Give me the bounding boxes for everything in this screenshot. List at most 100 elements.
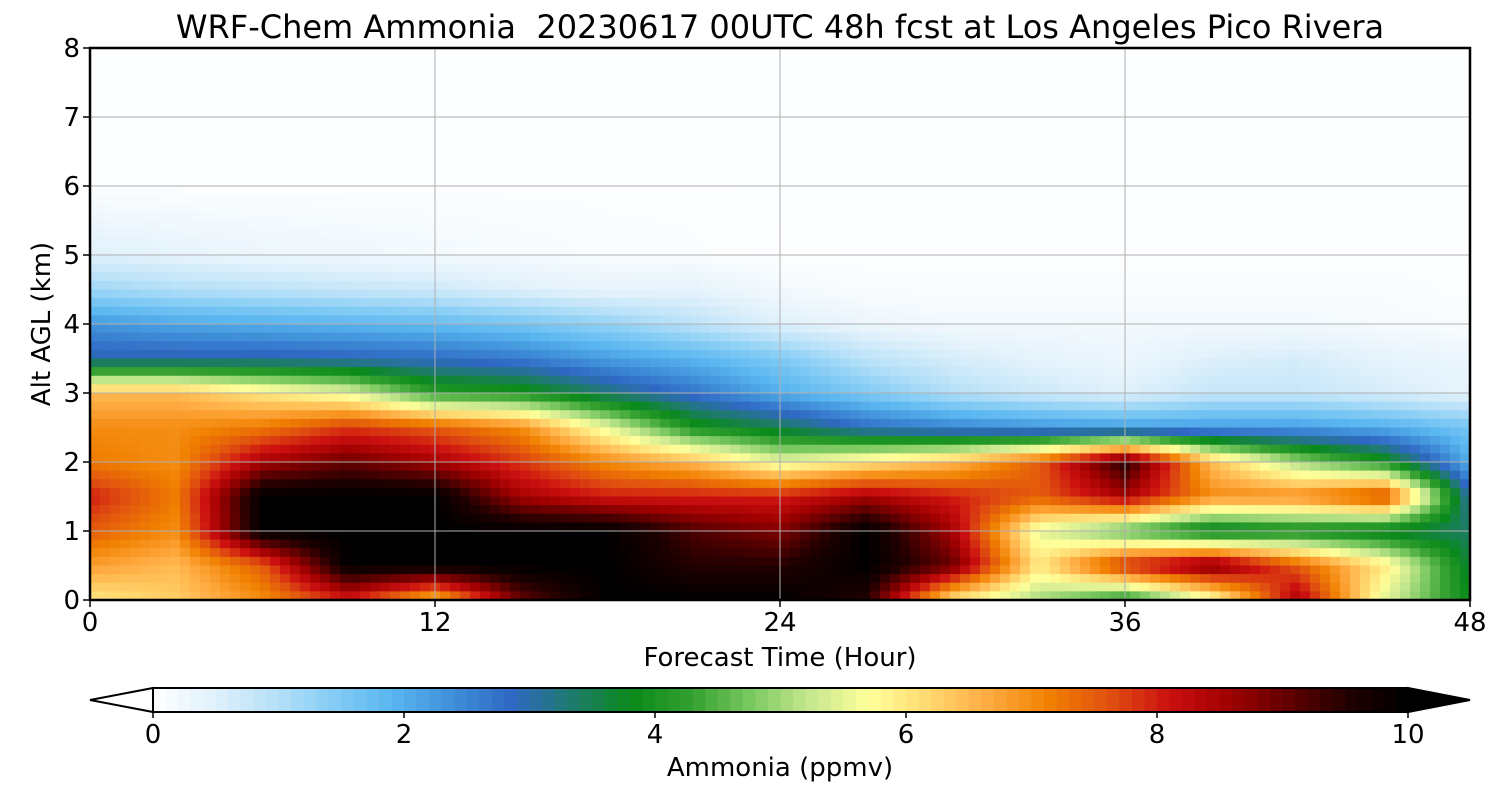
heat-cell	[980, 160, 991, 170]
heat-cell	[200, 289, 211, 299]
heat-cell	[760, 108, 771, 118]
heat-cell	[720, 272, 731, 282]
heat-cell	[400, 134, 411, 144]
heat-cell	[1460, 272, 1470, 282]
heat-cell	[90, 220, 101, 230]
heat-cell	[670, 237, 681, 247]
heat-cell	[700, 160, 711, 170]
heat-cell	[580, 324, 591, 334]
heat-cell	[780, 82, 791, 92]
heat-cell	[480, 220, 491, 230]
heat-cell	[790, 324, 801, 334]
heat-cell	[1340, 298, 1351, 308]
heat-cell	[1010, 142, 1021, 153]
heat-cell	[120, 220, 131, 230]
heat-cell	[340, 91, 351, 101]
heat-cell	[610, 108, 621, 118]
heat-cell	[960, 56, 971, 66]
heat-cell	[260, 73, 271, 84]
heat-cell	[480, 65, 491, 75]
heat-cell	[230, 160, 241, 170]
heat-cell	[1280, 125, 1291, 135]
heat-cell	[1100, 229, 1111, 239]
heat-cell	[690, 280, 701, 291]
heat-cell	[980, 151, 991, 161]
heat-cell	[150, 315, 161, 325]
heat-cell	[360, 341, 371, 351]
heat-cell	[1260, 289, 1271, 299]
heat-cell	[320, 134, 331, 144]
heat-cell	[150, 160, 161, 170]
heat-cell	[230, 280, 241, 291]
heat-cell	[370, 349, 381, 360]
heat-cell	[1330, 349, 1341, 360]
heat-cell	[540, 237, 551, 247]
heat-cell	[90, 91, 101, 101]
heat-cell	[950, 289, 961, 299]
heat-cell	[870, 65, 881, 75]
heat-cell	[1130, 220, 1141, 230]
heat-cell	[490, 186, 501, 196]
heat-cell	[110, 177, 121, 187]
heat-cell	[320, 298, 331, 308]
heat-cell	[1240, 65, 1251, 75]
heat-cell	[600, 289, 611, 299]
heat-cell	[1270, 73, 1281, 84]
heat-cell	[350, 211, 361, 222]
heat-cell	[520, 160, 531, 170]
heat-cell	[1460, 220, 1470, 230]
heat-cell	[1220, 332, 1231, 342]
heat-cell	[410, 160, 421, 170]
heat-cell	[1110, 263, 1121, 273]
heat-cell	[1420, 48, 1431, 58]
heat-cell	[400, 203, 411, 213]
heat-cell	[1020, 73, 1031, 84]
heat-cell	[530, 306, 541, 316]
heat-cell	[920, 168, 931, 178]
heat-cell	[1230, 306, 1241, 316]
heat-cell	[710, 56, 721, 66]
heat-cell	[840, 48, 851, 58]
heat-cell	[980, 194, 991, 204]
heat-cell	[1260, 177, 1271, 187]
heat-cell	[410, 306, 421, 316]
heat-cell	[1370, 160, 1381, 170]
heat-cell	[100, 298, 111, 308]
heat-cell	[850, 65, 861, 75]
heat-cell	[880, 255, 891, 265]
heat-cell	[1290, 203, 1301, 213]
heat-cell	[400, 255, 411, 265]
heat-cell	[1260, 246, 1271, 256]
heat-cell	[600, 246, 611, 256]
heat-cell	[1100, 211, 1111, 222]
heat-cell	[980, 315, 991, 325]
heat-cell	[1340, 194, 1351, 204]
heat-cell	[270, 151, 281, 161]
heat-cell	[210, 272, 221, 282]
heat-cell	[260, 211, 271, 222]
heat-cell	[230, 56, 241, 66]
heat-cell	[110, 203, 121, 213]
heat-cell	[540, 56, 551, 66]
heat-cell	[860, 298, 871, 308]
heat-cell	[610, 186, 621, 196]
heat-cell	[620, 73, 631, 84]
heat-cell	[720, 125, 731, 135]
heat-cell	[660, 332, 671, 342]
heat-cell	[150, 246, 161, 256]
heat-cell	[470, 56, 481, 66]
heat-cell	[700, 349, 711, 360]
heat-cell	[590, 220, 601, 230]
heat-cell	[120, 237, 131, 247]
heat-cell	[1000, 108, 1011, 118]
heat-cell	[780, 91, 791, 101]
heat-cell	[1070, 229, 1081, 239]
heat-cell	[1030, 168, 1041, 178]
heat-cell	[360, 168, 371, 178]
heat-cell	[1100, 56, 1111, 66]
heat-cell	[1130, 117, 1141, 127]
heat-cell	[780, 177, 791, 187]
heat-cell	[890, 289, 901, 299]
heat-cell	[920, 48, 931, 58]
heat-cell	[1220, 203, 1231, 213]
